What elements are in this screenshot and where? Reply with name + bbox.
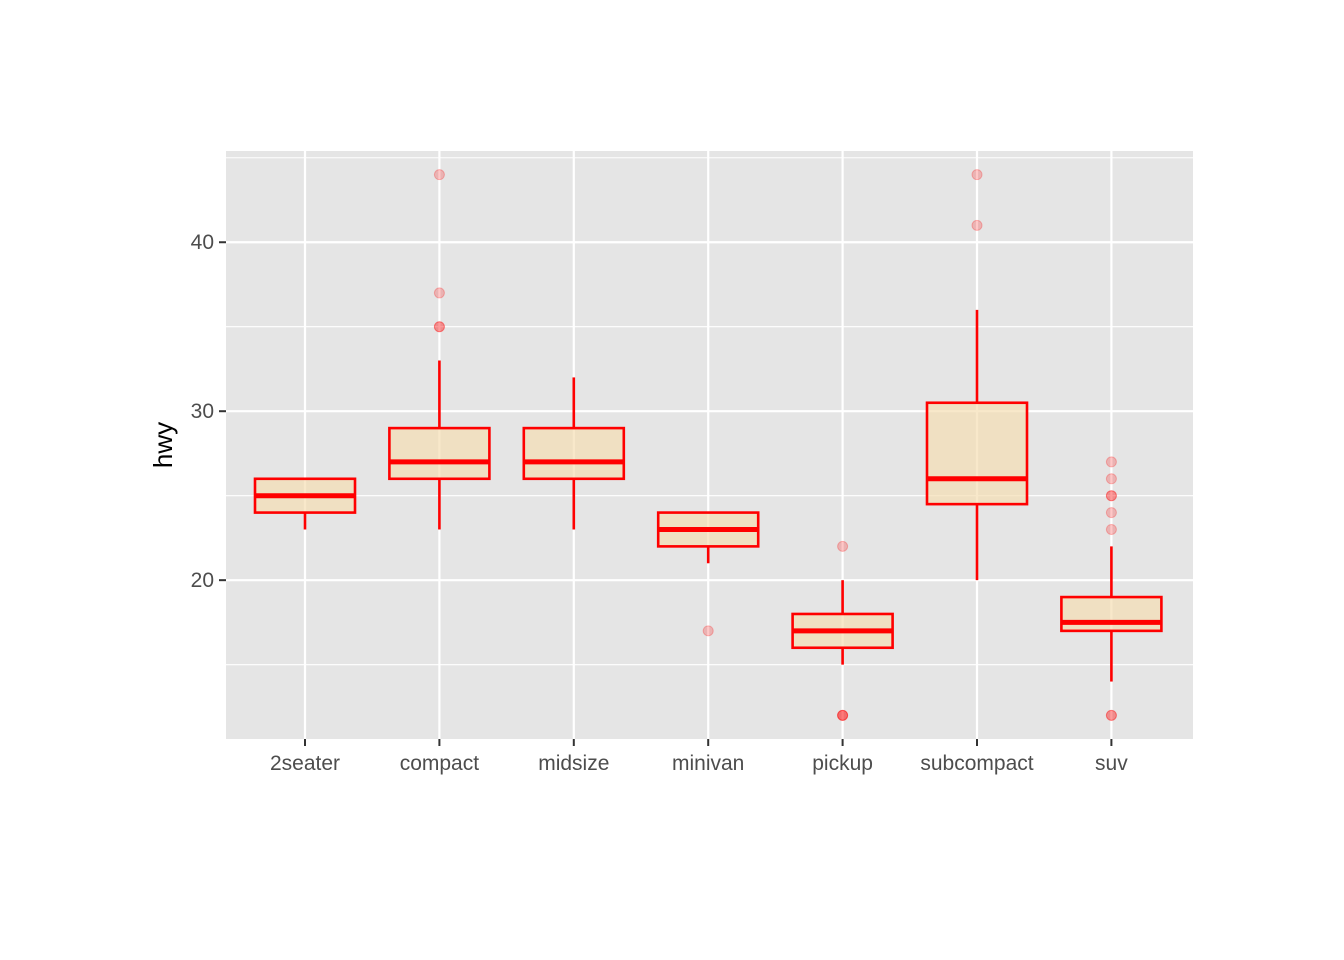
x-tick-label: compact: [400, 752, 480, 775]
outlier-point: [1105, 523, 1117, 535]
y-tick-label: 30: [191, 400, 214, 423]
box-body: [1060, 595, 1163, 633]
outlier-point: [971, 169, 983, 181]
box-layer: [253, 169, 1163, 721]
x-tick-label: subcompact: [920, 752, 1033, 775]
outlier-point: [837, 709, 849, 721]
x-tick-label: 2seater: [270, 752, 340, 775]
box-body: [925, 401, 1029, 506]
box-subcompact: [925, 169, 1029, 581]
x-tick-label: pickup: [812, 752, 873, 775]
y-axis-title: hwy: [148, 422, 178, 468]
box-body: [388, 426, 491, 481]
x-tick-label: minivan: [672, 752, 744, 775]
outlier-point: [1105, 709, 1117, 721]
y-tick-label: 40: [191, 231, 214, 254]
box-suv: [1060, 456, 1163, 721]
outlier-point: [433, 321, 445, 333]
box-compact: [388, 169, 491, 530]
outlier-point: [433, 169, 445, 181]
y-tick-label: 20: [191, 569, 214, 592]
outlier-point: [1105, 507, 1117, 519]
y-axis: 20 30 40: [191, 231, 226, 592]
plot-panel: [226, 151, 1193, 739]
box-minivan: [656, 511, 760, 637]
box-midsize: [522, 377, 626, 530]
outlier-point: [837, 709, 849, 721]
outlier-point: [1105, 456, 1117, 468]
outlier-point: [702, 625, 714, 637]
outlier-point: [837, 540, 849, 552]
x-tick-label: midsize: [538, 752, 609, 775]
outlier-point: [433, 287, 445, 299]
box-body: [522, 426, 626, 481]
outlier-point: [1105, 490, 1117, 502]
outlier-point: [433, 321, 445, 333]
x-axis: 2seater compact midsize minivan pickup subcom…: [270, 739, 1128, 775]
x-tick-label: suv: [1095, 752, 1128, 775]
outlier-point: [971, 219, 983, 231]
box-pickup: [791, 540, 894, 721]
outlier-point: [837, 709, 849, 721]
outlier-point: [1105, 709, 1117, 721]
outlier-point: [1105, 473, 1117, 485]
outlier-point: [1105, 490, 1117, 502]
box-2seater: [253, 477, 357, 530]
